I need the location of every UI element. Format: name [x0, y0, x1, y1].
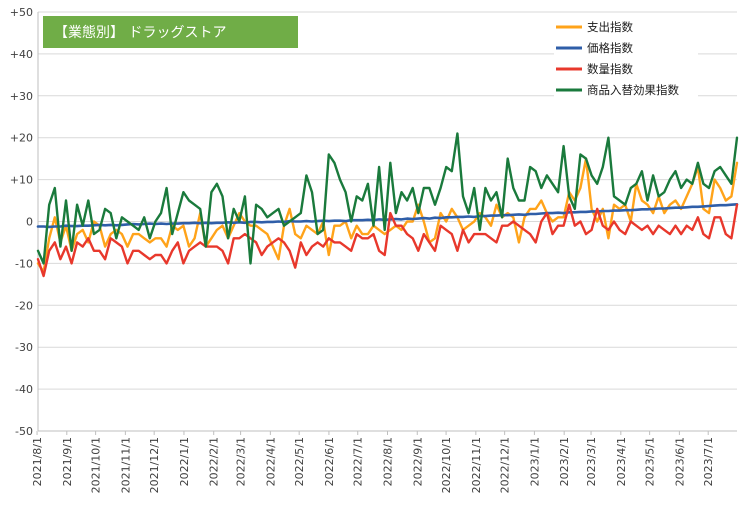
x-tick-label: 2021/8/1 [31, 437, 44, 486]
x-tick-label: 2022/9/1 [411, 437, 424, 486]
y-tick-label: +30 [10, 90, 33, 103]
x-tick-label: 2022/2/1 [208, 437, 221, 486]
legend-label: 価格指数 [587, 41, 633, 55]
x-tick-label: 2022/12/1 [499, 437, 512, 493]
title-background [43, 16, 298, 48]
legend-item-bg [554, 39, 698, 57]
y-tick-label: -10 [15, 257, 33, 270]
legend-item-bg [554, 18, 698, 36]
legend-item-bg [554, 60, 698, 78]
legend-item-bg [554, 81, 698, 99]
x-tick-label: 2022/3/1 [235, 437, 248, 486]
series-lines [36, 132, 739, 278]
series-line-3 [36, 203, 739, 278]
y-tick-label: -40 [15, 383, 33, 396]
x-tick-label: 2023/1/1 [528, 437, 541, 486]
legend-label: 商品入替効果指数 [587, 83, 679, 97]
x-tick-label: 2021/12/1 [148, 437, 161, 493]
y-tick-label: +10 [10, 174, 33, 187]
x-tick-label: 2022/1/1 [178, 437, 191, 486]
y-tick-label: -20 [15, 299, 33, 312]
y-tick-label: +20 [10, 132, 33, 145]
x-tick-label: 2023/6/1 [673, 437, 686, 486]
x-tick-label: 2022/4/1 [264, 437, 277, 486]
legend-label: 数量指数 [587, 62, 633, 76]
y-tick-label: 0 [26, 216, 33, 229]
x-tick-label: 2023/2/1 [558, 437, 571, 486]
x-tick-label: 2022/8/1 [382, 437, 395, 486]
series-line-4 [36, 132, 739, 265]
x-tick-label: 2023/3/1 [585, 437, 598, 486]
x-tick-label: 2022/10/1 [440, 437, 453, 493]
x-tick-label: 2023/5/1 [644, 437, 657, 486]
x-tick-label: 2021/9/1 [61, 437, 74, 486]
x-tick-label: 2022/5/1 [293, 437, 306, 486]
x-tick-label: 2021/11/1 [119, 437, 132, 493]
y-tick-label: -50 [15, 425, 33, 438]
y-tick-label: +40 [10, 48, 33, 61]
y-tick-label: -30 [15, 341, 33, 354]
x-tick-label: 2023/4/1 [615, 437, 628, 486]
legend-label: 支出指数 [587, 20, 633, 34]
x-tick-label: 2022/7/1 [352, 437, 365, 486]
x-tick-label: 2022/6/1 [323, 437, 336, 486]
chart-title: 【業態別】 ドラッグストア [54, 25, 226, 41]
chart-title-box: 【業態別】 ドラッグストア [43, 16, 298, 48]
x-tick-label: 2021/10/1 [90, 437, 103, 493]
y-tick-label: +50 [10, 6, 33, 19]
x-tick-label: 2023/7/1 [702, 437, 715, 486]
x-tick-label: 2022/11/1 [470, 437, 483, 493]
